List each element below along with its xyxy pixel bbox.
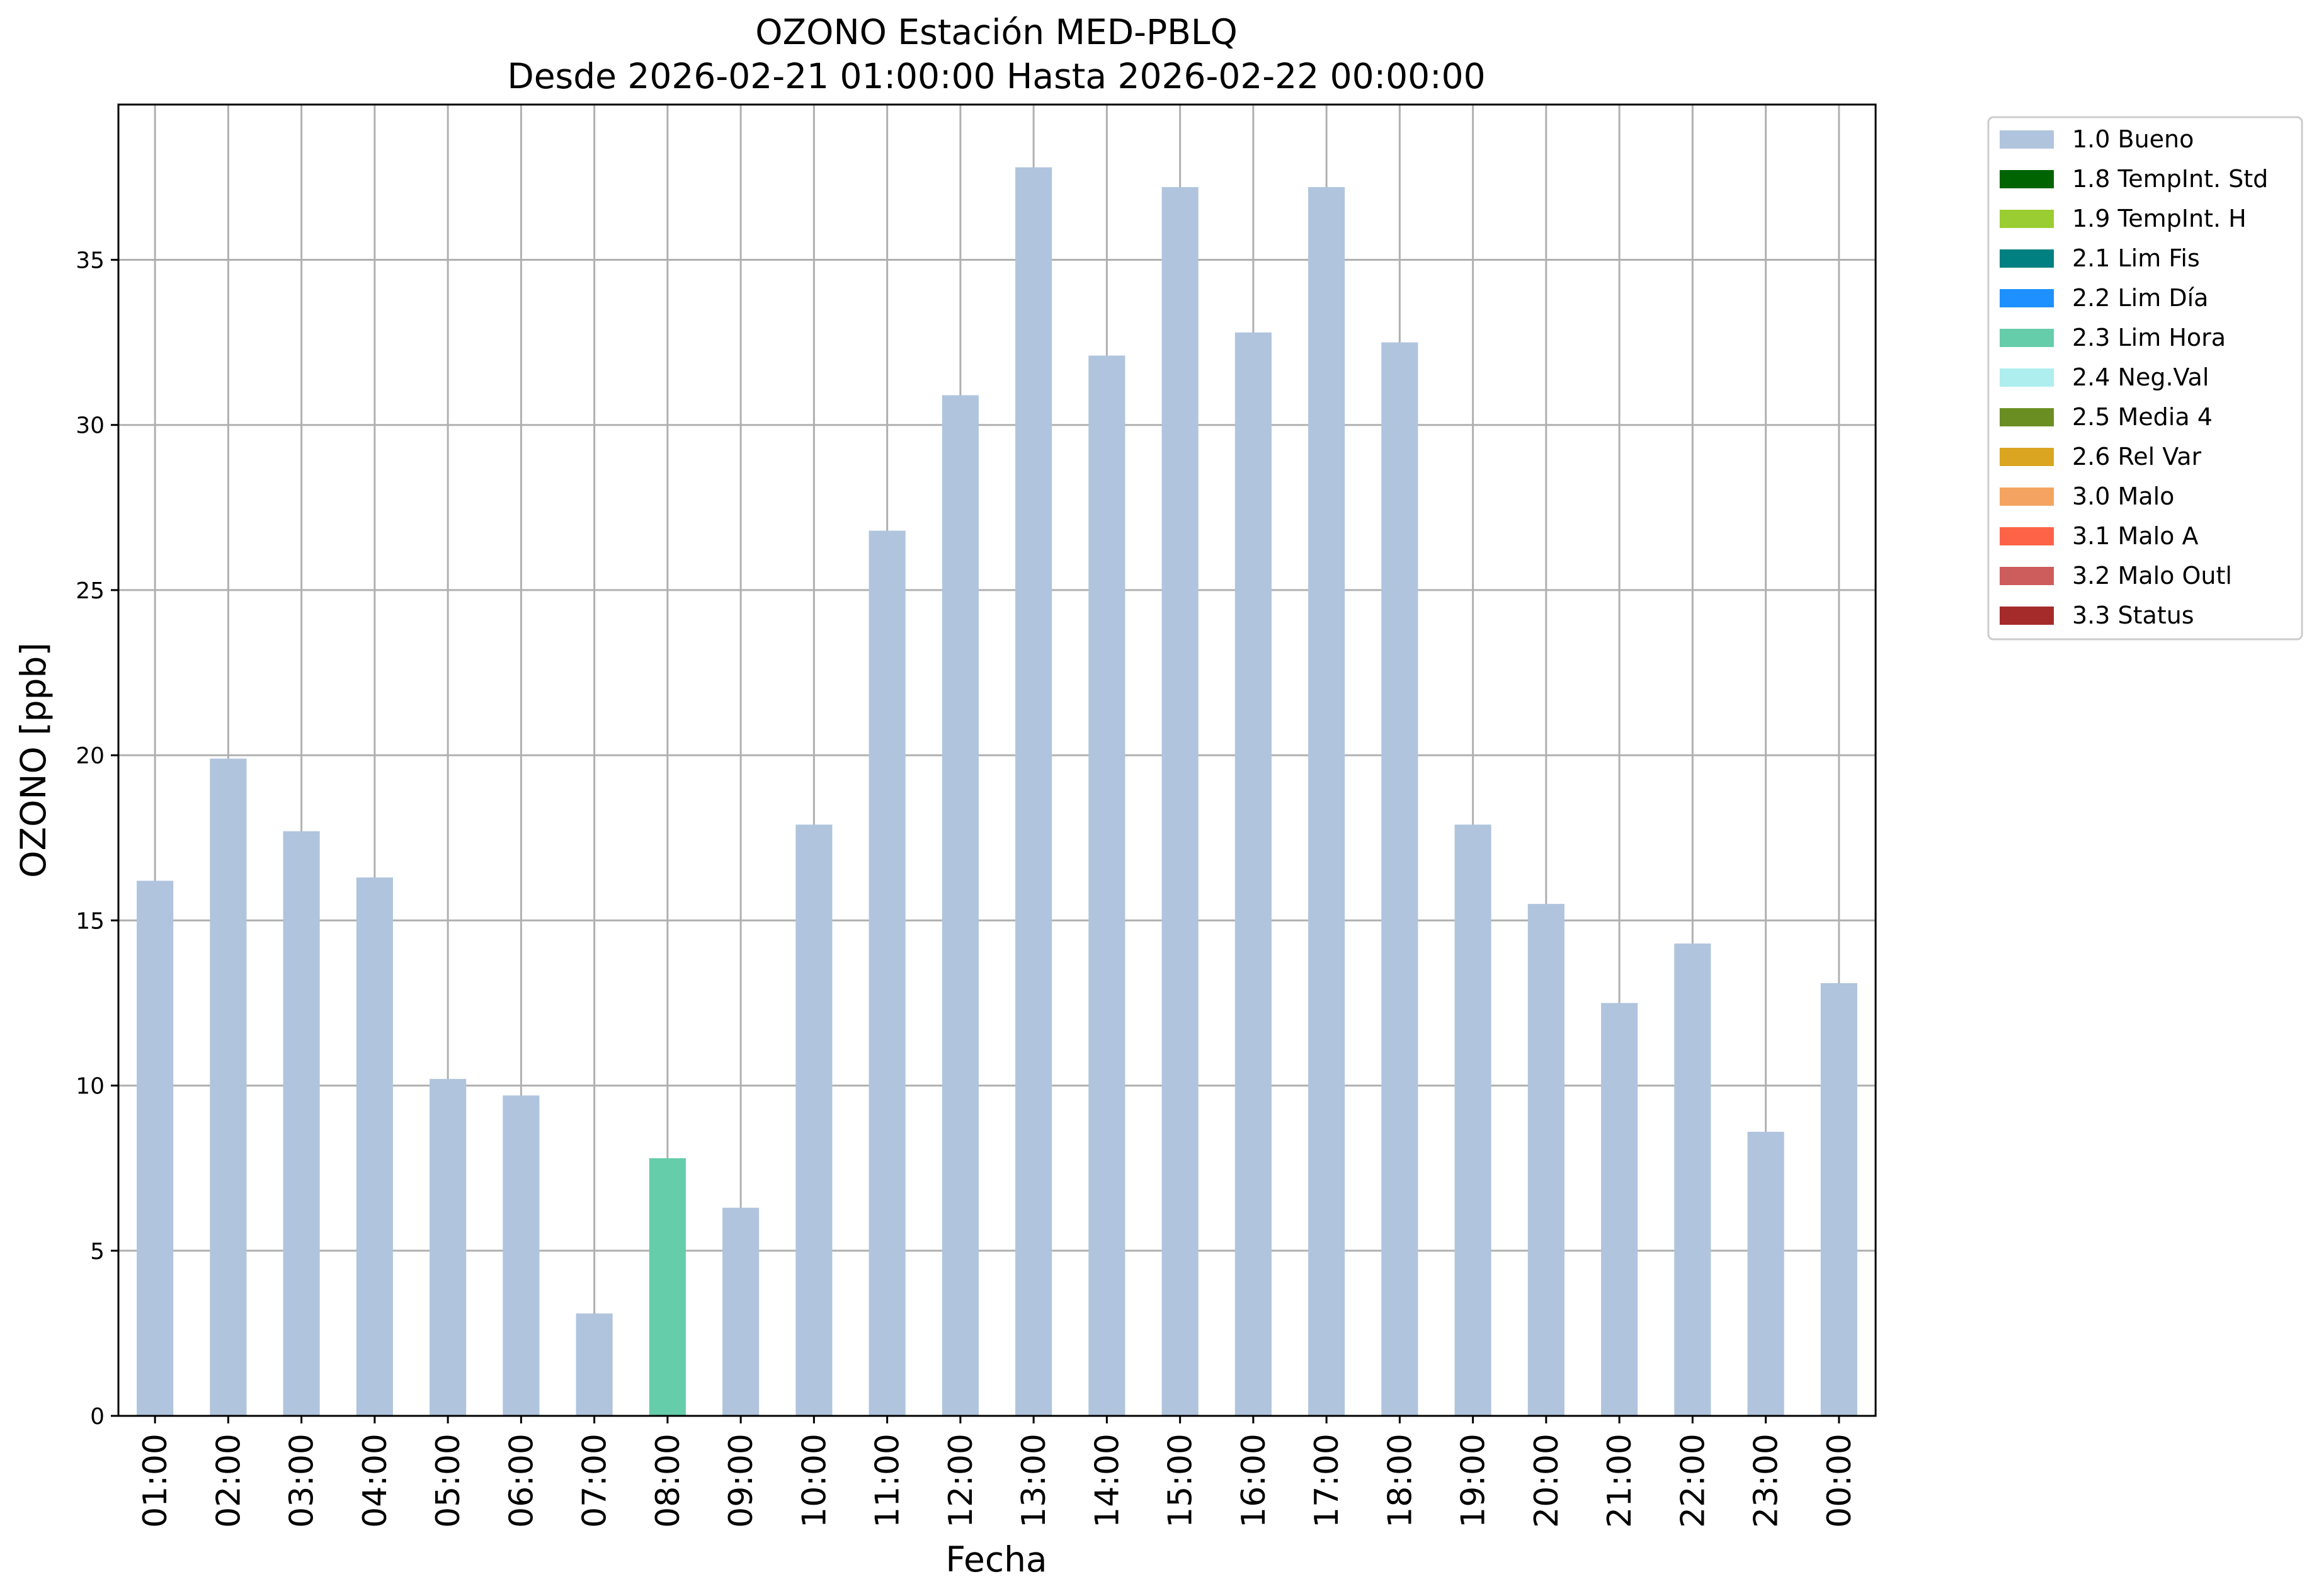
- x-tick-label: 01:00: [137, 1434, 174, 1528]
- x-tick-label: 13:00: [1015, 1434, 1053, 1528]
- x-tick-label: 23:00: [1748, 1434, 1786, 1528]
- bar-11:00: [869, 530, 906, 1416]
- legend-swatch: [2000, 487, 2054, 506]
- legend-items: 1.0 Bueno 1.8 TempInt. Std 1.9 TempInt. H 2…: [2000, 125, 2268, 629]
- x-tick-label: 03:00: [283, 1434, 321, 1528]
- bar-03:00: [283, 831, 320, 1416]
- x-tick-label: 20:00: [1528, 1434, 1566, 1528]
- bar-17:00: [1308, 187, 1345, 1416]
- x-tick-label: 14:00: [1088, 1434, 1126, 1528]
- x-tick-label: 04:00: [356, 1434, 394, 1528]
- y-axis-label: OZONO [ppb]: [13, 642, 54, 878]
- bar-00:00: [1820, 983, 1857, 1416]
- x-tick-label: 17:00: [1308, 1434, 1346, 1528]
- legend-label: 1.8 TempInt. Std: [2072, 165, 2268, 193]
- legend-label: 1.0 Bueno: [2072, 125, 2194, 153]
- legend-swatch: [2000, 249, 2054, 268]
- legend-swatch: [2000, 448, 2054, 466]
- x-tick-label: 02:00: [210, 1434, 248, 1528]
- legend-swatch: [2000, 210, 2054, 228]
- x-tick-label: 05:00: [430, 1434, 467, 1528]
- legend-label: 3.3 Status: [2072, 601, 2194, 629]
- x-tick-label: 10:00: [795, 1434, 833, 1528]
- legend-frame: [1987, 116, 2303, 641]
- legend-label: 2.6 Rel Var: [2072, 443, 2202, 470]
- legend-swatch: [2000, 289, 2054, 307]
- bar-05:00: [430, 1079, 467, 1416]
- bar-16:00: [1234, 332, 1272, 1416]
- legend-label: 2.5 Media 4: [2072, 403, 2213, 431]
- bar-22:00: [1674, 943, 1711, 1416]
- legend-label: 3.1 Malo A: [2072, 522, 2198, 550]
- legend-label: 1.9 TempInt. H: [2072, 205, 2247, 232]
- legend-label: 2.4 Neg.Val: [2072, 363, 2209, 391]
- x-tick-label: 18:00: [1381, 1434, 1419, 1528]
- y-tick-label: 25: [76, 578, 105, 604]
- plot-area-frame: [117, 103, 1877, 1417]
- legend-swatch: [2000, 368, 2054, 387]
- y-axis-ticks: 0 5 10 15 20 25 30 35: [76, 248, 118, 1430]
- legend: 1.0 Bueno 1.8 TempInt. Std 1.9 TempInt. H 2…: [1987, 116, 2303, 641]
- y-tick-label: 35: [76, 248, 105, 273]
- x-tick-label: 19:00: [1455, 1434, 1493, 1528]
- legend-label: 2.2 Lim Día: [2072, 284, 2208, 312]
- legend-swatch: [2000, 567, 2054, 585]
- chart-title: OZONO Estación MED-PBLQ: [755, 12, 1238, 52]
- y-tick-label: 30: [76, 413, 105, 439]
- bar-20:00: [1527, 904, 1564, 1416]
- bars: [137, 167, 1857, 1416]
- bar-21:00: [1601, 1003, 1638, 1416]
- x-axis-label: Fecha: [945, 1539, 1047, 1580]
- y-tick-label: 5: [90, 1239, 105, 1265]
- x-tick-label: 12:00: [942, 1434, 980, 1528]
- bar-15:00: [1161, 187, 1199, 1416]
- bar-04:00: [356, 877, 393, 1416]
- legend-label: 2.3 Lim Hora: [2072, 324, 2226, 351]
- bar-13:00: [1015, 167, 1052, 1416]
- legend-swatch: [2000, 329, 2054, 347]
- legend-swatch: [2000, 170, 2054, 188]
- legend-label: 2.1 Lim Fis: [2072, 244, 2200, 272]
- bar-02:00: [210, 758, 247, 1416]
- bar-09:00: [722, 1207, 760, 1416]
- bar-07:00: [576, 1313, 613, 1416]
- legend-swatch: [2000, 527, 2054, 545]
- bar-06:00: [503, 1095, 540, 1416]
- legend-swatch: [2000, 130, 2054, 149]
- x-tick-label: 16:00: [1235, 1434, 1273, 1528]
- bar-14:00: [1088, 355, 1125, 1416]
- bar-10:00: [795, 824, 833, 1416]
- y-tick-label: 0: [90, 1404, 105, 1430]
- x-tick-label: 06:00: [503, 1434, 540, 1528]
- legend-label: 3.0 Malo: [2072, 482, 2174, 510]
- x-tick-label: 00:00: [1821, 1434, 1859, 1528]
- x-tick-label: 11:00: [869, 1434, 907, 1528]
- x-tick-label: 09:00: [722, 1434, 760, 1528]
- bar-19:00: [1454, 824, 1491, 1416]
- x-axis-ticks: 01:00 02:00 03:00 04:00 05:00 06:00 07:00 08:00…: [137, 1416, 1859, 1528]
- x-tick-label: 08:00: [649, 1434, 687, 1528]
- legend-swatch: [2000, 408, 2054, 426]
- chart-subtitle: Desde 2026-02-21 01:00:00 Hasta 2026-02-…: [507, 56, 1485, 96]
- y-tick-label: 10: [76, 1074, 105, 1100]
- bar-12:00: [942, 395, 979, 1416]
- bar-08:00: [649, 1158, 686, 1416]
- x-tick-label: 07:00: [576, 1434, 614, 1528]
- x-tick-label: 21:00: [1601, 1434, 1639, 1528]
- bar-18:00: [1381, 342, 1418, 1416]
- bar-23:00: [1747, 1131, 1784, 1416]
- bar-01:00: [137, 881, 174, 1416]
- y-tick-label: 20: [76, 743, 105, 769]
- legend-swatch: [2000, 607, 2054, 625]
- x-tick-label: 15:00: [1162, 1434, 1200, 1528]
- x-tick-label: 22:00: [1674, 1434, 1712, 1528]
- legend-label: 3.2 Malo Outl: [2072, 562, 2232, 590]
- y-tick-label: 15: [76, 908, 105, 934]
